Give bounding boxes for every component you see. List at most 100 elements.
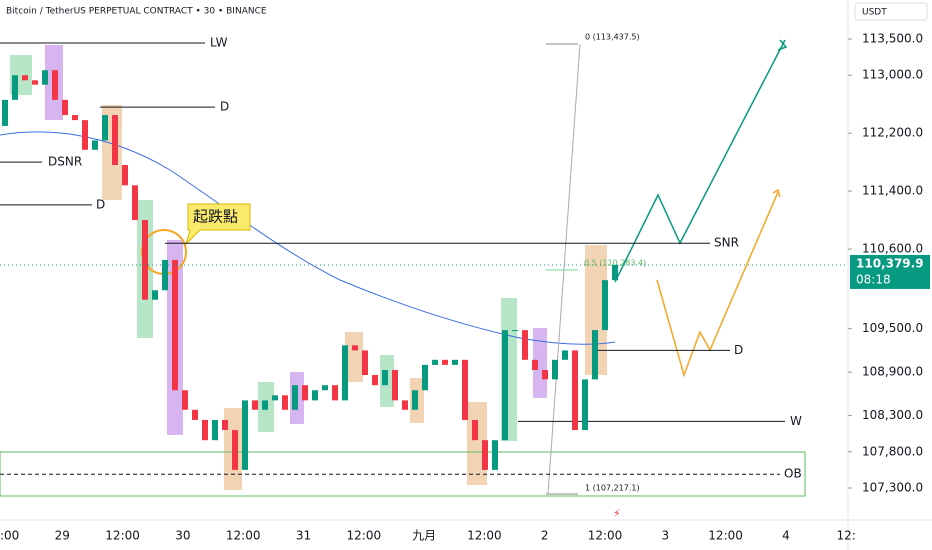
last-price: 110,379.9: [856, 256, 924, 270]
level-label: OB: [784, 467, 802, 481]
candle: [282, 395, 288, 410]
x-tick-label: 30: [175, 529, 190, 543]
chart-title: Bitcoin / TetherUS PERPETUAL CONTRACT • …: [6, 7, 267, 17]
candle: [352, 345, 358, 351]
candle: [592, 330, 598, 380]
y-tick-label: 110,600.0: [862, 242, 923, 256]
candle: [202, 419, 208, 441]
candle: [262, 400, 268, 410]
candle: [402, 400, 408, 410]
candle: [432, 359, 438, 365]
event-icon[interactable]: ⚡: [613, 507, 621, 520]
ob-zone: [0, 451, 806, 497]
level-label: W: [790, 414, 802, 428]
y-tick-label: 113,000.0: [862, 68, 923, 82]
fib-label: 1 (107,217.1): [585, 484, 640, 493]
currency-box[interactable]: [854, 2, 928, 21]
projection-alt: [656, 191, 779, 378]
price-badge: [850, 254, 930, 289]
candle: [512, 330, 518, 332]
candle: [542, 369, 548, 380]
candle: [192, 409, 198, 420]
candle: [182, 390, 188, 410]
x-tick-label: 29: [55, 529, 70, 543]
x-tick-label: 12:00: [105, 529, 140, 543]
x-tick-label: 12:00: [588, 529, 623, 543]
arrow-head: [777, 39, 788, 51]
candle: [82, 120, 88, 150]
candle: [452, 359, 458, 365]
x-tick-label: 12:00: [226, 529, 261, 543]
level-label: D: [96, 197, 105, 211]
candle: [2, 99, 8, 126]
candle: [152, 290, 158, 300]
fib-label: 0 (113,437.5): [585, 33, 640, 42]
candle: [552, 359, 558, 380]
y-tick-label: 108,300.0: [862, 408, 923, 422]
fib-tool: [546, 43, 581, 495]
x-tick-label: 12:: [837, 529, 856, 543]
candle: [292, 385, 298, 410]
candle: [242, 400, 248, 470]
candle: [112, 115, 118, 166]
x-tick-label: 3: [661, 529, 669, 543]
candle: [412, 390, 418, 410]
candle: [22, 75, 28, 81]
candle: [252, 400, 258, 410]
candle: [172, 259, 178, 391]
candle: [392, 369, 398, 401]
x-tick-label: 12:00: [0, 529, 19, 543]
candle: [122, 165, 128, 186]
callout: 起跌點: [193, 208, 238, 226]
candle: [572, 350, 578, 431]
candle: [322, 385, 328, 391]
y-tick-label: 112,200.0: [862, 126, 923, 140]
candle: [212, 419, 218, 441]
currency[interactable]: USDT: [862, 8, 887, 18]
y-tick-label: 107,300.0: [862, 480, 923, 494]
candle: [32, 80, 38, 85]
candle: [612, 264, 618, 281]
x-tick-label: 12:00: [347, 529, 382, 543]
candle: [232, 430, 238, 470]
candle: [12, 75, 18, 100]
level-label: SNR: [714, 236, 739, 250]
candle: [102, 115, 108, 141]
candle: [142, 220, 148, 300]
candle: [382, 369, 388, 386]
fib-label: 0.5 (110,283.4): [584, 259, 646, 268]
x-tick-label: 九月: [412, 529, 436, 543]
x-tick-label: 4: [782, 529, 790, 543]
y-tick-label: 108,900.0: [862, 365, 923, 379]
y-tick-label: 107,800.0: [862, 444, 923, 458]
candle: [442, 359, 448, 365]
candle: [532, 359, 538, 370]
candle: [362, 350, 368, 376]
candle: [42, 70, 48, 85]
candle: [502, 330, 508, 441]
candle: [602, 280, 608, 331]
candle: [522, 330, 528, 360]
level-label: D: [734, 343, 743, 357]
y-tick-label: 109,500.0: [862, 321, 923, 335]
candle: [162, 259, 168, 291]
candle: [312, 390, 318, 401]
candle: [342, 345, 348, 401]
arrow-head: [772, 188, 781, 198]
candle: [422, 364, 428, 391]
y-tick-label: 111,400.0: [862, 184, 923, 198]
candle: [462, 359, 468, 420]
candle: [222, 419, 228, 431]
x-tick-label: 31: [296, 529, 311, 543]
candle: [132, 185, 138, 221]
candle: [582, 379, 588, 431]
candle: [492, 440, 498, 470]
level-label: LW: [210, 36, 228, 50]
y-tick-label: 113,500.0: [862, 32, 923, 46]
level-label: DSNR: [48, 155, 82, 169]
candle: [62, 99, 68, 116]
candle: [92, 140, 98, 150]
x-tick-label: 12:00: [708, 529, 743, 543]
